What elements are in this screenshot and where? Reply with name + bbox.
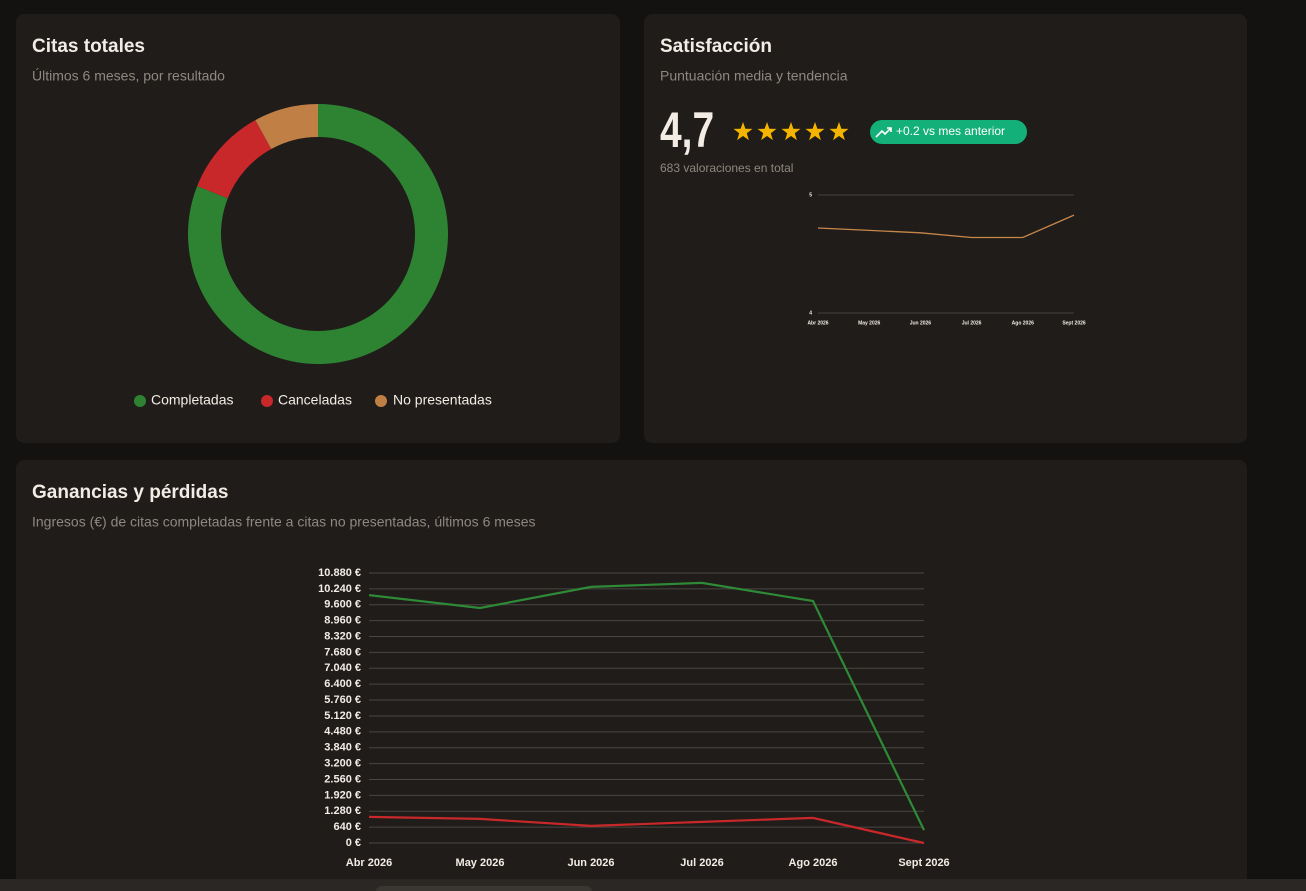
star bbox=[829, 122, 849, 141]
badge-text: +0.2 vs mes anterior bbox=[896, 124, 1005, 138]
card-subtitle: Ingresos (€) de citas completadas frente… bbox=[32, 514, 535, 530]
x-tick-label: Sept 2026 bbox=[1062, 320, 1086, 326]
card-subtitle: Puntuación media y tendencia bbox=[660, 68, 848, 84]
y-tick-label: 1.280 € bbox=[324, 805, 361, 817]
line bbox=[368, 815, 925, 845]
x-tick-label: Jun 2026 bbox=[910, 320, 932, 326]
legend-swatch bbox=[261, 395, 273, 407]
legend-label: Canceladas bbox=[278, 392, 352, 408]
y-tick-label: 10.240 € bbox=[318, 583, 361, 595]
stars bbox=[733, 122, 849, 141]
card-title: Satisfacción bbox=[660, 36, 772, 57]
y-tick-label: 7.680 € bbox=[324, 646, 361, 658]
legend-label: No presentadas bbox=[393, 392, 492, 408]
line bbox=[817, 214, 1075, 239]
y-tick-label: 640 € bbox=[333, 821, 361, 833]
y-tick-label: 5.120 € bbox=[324, 710, 361, 722]
scroll-thumb bbox=[376, 886, 592, 891]
donut-segment bbox=[255, 104, 318, 149]
bottom-bar bbox=[0, 879, 1306, 891]
card bbox=[644, 14, 1247, 443]
legend-swatch bbox=[134, 395, 146, 407]
x-tick-label: Abr 2026 bbox=[346, 857, 392, 869]
y-tick-label: 4.480 € bbox=[324, 726, 361, 738]
y-tick-label: 8.320 € bbox=[324, 630, 361, 642]
star bbox=[757, 122, 777, 141]
legend-swatch bbox=[375, 395, 387, 407]
y-tick-label: 4 bbox=[809, 310, 812, 316]
x-tick-label: Abr 2026 bbox=[807, 320, 828, 326]
legend-label: Completadas bbox=[151, 392, 234, 408]
y-tick-label: 3.840 € bbox=[324, 742, 361, 754]
y-tick-label: 6.400 € bbox=[324, 678, 361, 690]
trend-icon bbox=[875, 127, 892, 138]
y-tick-label: 9.600 € bbox=[324, 599, 361, 611]
y-tick-label: 5 bbox=[809, 192, 812, 198]
star bbox=[733, 122, 753, 141]
x-tick-label: Jul 2026 bbox=[962, 320, 982, 326]
star bbox=[805, 122, 825, 141]
y-tick-label: 3.200 € bbox=[324, 757, 361, 769]
badge bbox=[870, 120, 1027, 144]
card-title: Citas totales bbox=[32, 36, 145, 57]
x-tick-label: Ago 2026 bbox=[789, 857, 838, 869]
donut-segment bbox=[197, 120, 272, 199]
y-tick-label: 7.040 € bbox=[324, 662, 361, 674]
x-tick-label: May 2026 bbox=[456, 857, 505, 869]
y-tick-label: 2.560 € bbox=[324, 773, 361, 785]
note: 683 valoraciones en total bbox=[660, 161, 793, 175]
x-tick-label: Ago 2026 bbox=[1012, 320, 1034, 326]
card-subtitle: Últimos 6 meses, por resultado bbox=[32, 68, 225, 84]
y-tick-label: 0 € bbox=[346, 837, 361, 849]
y-tick-label: 10.880 € bbox=[318, 567, 361, 579]
headline: 4,7 bbox=[660, 101, 714, 158]
card bbox=[16, 460, 1247, 891]
y-tick-label: 5.760 € bbox=[324, 694, 361, 706]
y-tick-label: 8.960 € bbox=[324, 615, 361, 627]
star bbox=[781, 122, 801, 141]
x-tick-label: Jul 2026 bbox=[680, 857, 723, 869]
y-tick-label: 1.920 € bbox=[324, 789, 361, 801]
card bbox=[16, 14, 620, 443]
line bbox=[368, 581, 925, 831]
x-tick-label: Jun 2026 bbox=[567, 857, 614, 869]
x-tick-label: Sept 2026 bbox=[898, 857, 949, 869]
card-title: Ganancias y pérdidas bbox=[32, 482, 228, 503]
x-tick-label: May 2026 bbox=[858, 320, 880, 326]
